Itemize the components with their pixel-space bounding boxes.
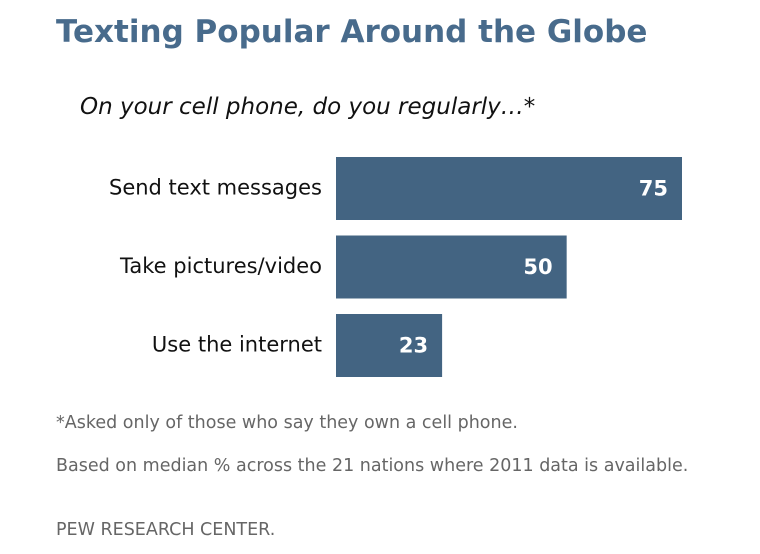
bar [336,235,567,299]
footnote: *Asked only of those who say they own a … [56,413,518,433]
category-label: Take pictures/video [119,254,322,278]
category-label: Use the internet [152,333,322,357]
value-label: 75 [639,177,668,201]
value-label: 23 [399,334,428,358]
bar [336,157,682,220]
bar [336,314,443,377]
value-label: 50 [523,255,552,279]
chart: Send text messages 75 Take pictures/video 5… [109,157,682,377]
source: PEW RESEARCH CENTER. [56,520,276,540]
category-label: Send text messages [109,176,322,200]
chart-title: Texting Popular Around the Globe [56,14,648,50]
footnote: Based on median % across the 21 nations … [56,456,689,476]
chart-subtitle: On your cell phone, do you regularly…* [80,94,536,120]
